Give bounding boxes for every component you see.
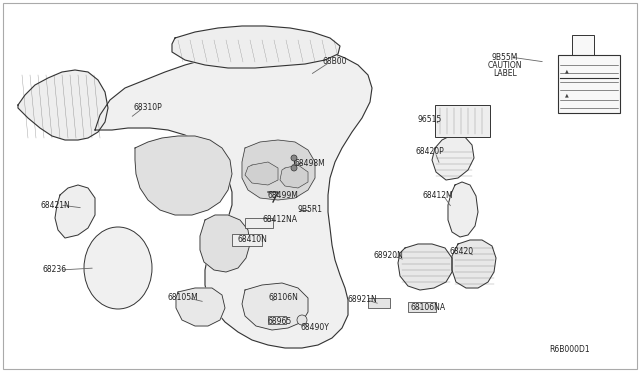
Text: 96515: 96515: [418, 115, 442, 125]
Polygon shape: [452, 240, 496, 288]
Polygon shape: [448, 182, 478, 237]
Text: ▲: ▲: [565, 68, 569, 74]
Polygon shape: [135, 136, 232, 215]
Polygon shape: [176, 288, 225, 326]
Text: 68B00: 68B00: [323, 58, 348, 67]
Polygon shape: [18, 70, 108, 140]
Text: 9B55M: 9B55M: [492, 52, 518, 61]
Bar: [572, 35, 594, 55]
Polygon shape: [280, 165, 308, 188]
Bar: [232, 234, 262, 246]
Text: 68105M: 68105M: [168, 294, 198, 302]
Text: ▲: ▲: [565, 93, 569, 97]
Circle shape: [297, 315, 307, 325]
Polygon shape: [55, 185, 95, 238]
Text: 68921N: 68921N: [347, 295, 377, 305]
Text: 68965: 68965: [268, 317, 292, 327]
Bar: [558, 55, 620, 113]
Polygon shape: [398, 244, 452, 290]
Text: 68106NA: 68106NA: [410, 304, 445, 312]
Bar: [435, 105, 490, 137]
Text: 68421N: 68421N: [40, 201, 70, 209]
Ellipse shape: [84, 227, 152, 309]
Text: 68236: 68236: [43, 266, 67, 275]
Text: 68310P: 68310P: [134, 103, 163, 112]
Text: 68106N: 68106N: [268, 294, 298, 302]
Circle shape: [291, 165, 297, 171]
Polygon shape: [200, 215, 250, 272]
Text: 68420: 68420: [450, 247, 474, 257]
Bar: [408, 302, 436, 312]
Text: 68498M: 68498M: [294, 158, 325, 167]
Text: 68499M: 68499M: [268, 192, 298, 201]
Bar: [368, 298, 390, 308]
Circle shape: [291, 155, 297, 161]
Bar: [245, 218, 273, 228]
Polygon shape: [172, 26, 340, 68]
Text: LABEL: LABEL: [493, 68, 517, 77]
Polygon shape: [242, 140, 315, 200]
Text: 9B5R1: 9B5R1: [298, 205, 323, 215]
Text: CAUTION: CAUTION: [488, 61, 522, 70]
Bar: [268, 316, 286, 324]
Text: R6B000D1: R6B000D1: [550, 346, 590, 355]
Text: 68490Y: 68490Y: [301, 324, 330, 333]
Text: 68412NA: 68412NA: [262, 215, 298, 224]
Text: 68920N: 68920N: [373, 251, 403, 260]
Text: 68412M: 68412M: [422, 190, 453, 199]
Polygon shape: [242, 283, 308, 330]
Text: 68410N: 68410N: [237, 235, 267, 244]
Text: 68420P: 68420P: [415, 148, 444, 157]
Polygon shape: [432, 135, 474, 180]
Polygon shape: [245, 162, 278, 185]
Polygon shape: [95, 46, 372, 348]
